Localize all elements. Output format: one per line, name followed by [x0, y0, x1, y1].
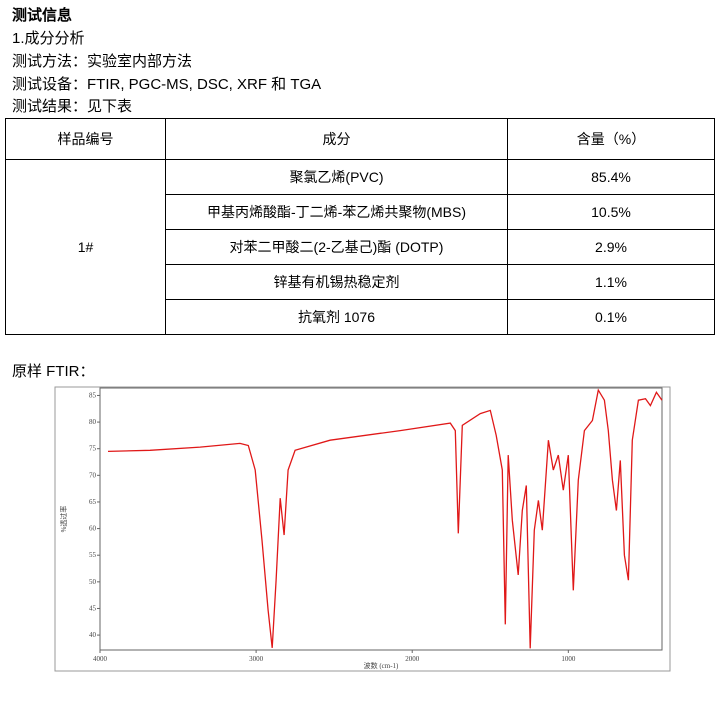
- y-tick-label: 65: [89, 498, 97, 506]
- y-tick-label: 40: [89, 631, 97, 639]
- cell: 聚氯乙烯(PVC): [165, 159, 508, 195]
- info-line: 测试设备：FTIR, PGC-MS, DSC, XRF 和 TGA: [12, 76, 322, 93]
- y-tick-label: 80: [89, 418, 97, 426]
- header-cell: 含量（%）: [507, 118, 715, 160]
- info-line: 测试方法：实验室内部方法: [12, 53, 193, 70]
- cell: 锌基有机锡热稳定剂: [165, 264, 508, 300]
- ftir-title: 原样 FTIR：: [12, 363, 95, 380]
- x-tick-label: 2000: [405, 655, 420, 663]
- spectrum-line: [107, 388, 663, 649]
- info-line: 1.成分分析: [12, 30, 85, 47]
- header-cell: 样品编号: [5, 118, 166, 160]
- x-tick-label: 3000: [249, 655, 264, 663]
- cell: 甲基丙烯酸酯-丁二烯-苯乙烯共聚物(MBS): [165, 194, 508, 230]
- y-tick-label: 75: [89, 445, 97, 453]
- plot-area: [99, 387, 663, 651]
- result-table: 样品编号 成分 含量（%） 1# 聚氯乙烯(PVC) 85.4% 甲基丙烯酸酯-丁二烯-…: [5, 118, 715, 335]
- header-cell: 成分: [165, 118, 508, 160]
- title: 测试信息: [12, 7, 73, 24]
- x-tick-label: 4000: [93, 655, 108, 663]
- sample-cell: 1#: [5, 159, 166, 335]
- info-line: 测试结果：见下表: [12, 98, 133, 115]
- y-axis-label: %透过率: [59, 506, 68, 533]
- x-tick-label: 1000: [561, 655, 576, 663]
- cell: 0.1%: [507, 299, 715, 335]
- cell: 2.9%: [507, 229, 715, 265]
- x-axis-label: 波数 (cm-1): [364, 661, 399, 670]
- cell: 抗氧剂 1076: [165, 299, 508, 335]
- cell: 1.1%: [507, 264, 715, 300]
- y-tick-label: 55: [89, 551, 97, 559]
- y-tick-label: 70: [89, 471, 97, 479]
- y-tick-label: 60: [89, 525, 97, 533]
- y-tick-label: 45: [89, 604, 97, 612]
- cell: 对苯二甲酸二(2-乙基己)酯 (DOTP): [165, 229, 508, 265]
- y-tick-label: 50: [89, 578, 97, 586]
- y-tick-label: 85: [89, 391, 97, 399]
- cell: 10.5%: [507, 194, 715, 230]
